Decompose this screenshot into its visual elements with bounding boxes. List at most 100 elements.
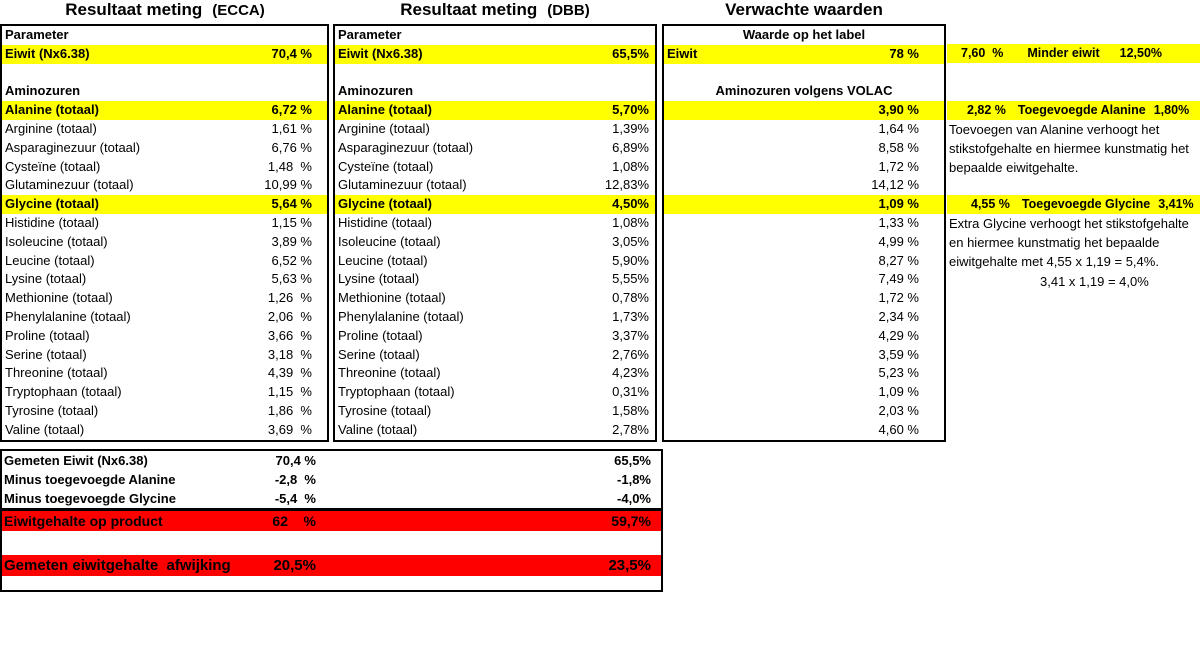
amino-acid-value: 1,08% [612, 158, 649, 174]
amino-acid-label: Proline (totaal) [5, 327, 90, 343]
eiwit-diff-pct: 12,50% [1119, 46, 1163, 60]
amino-acid-label: Phenylalanine (totaal) [338, 308, 464, 324]
amino-acid-value: 1,72 % [878, 158, 919, 174]
blank-row [2, 64, 327, 83]
amino-acid-label [667, 270, 879, 289]
amino-acid-row: Proline (totaal) 3,37% [335, 327, 655, 346]
ecca-table: Parameter Eiwit (Nx6.38) 70,4 % Aminozur… [0, 24, 329, 442]
amino-acid-value: 8,58 % [878, 139, 919, 155]
amino-acid-row: 1,72 % [664, 289, 944, 308]
amino-acid-value: 2,06 % [267, 308, 312, 324]
amino-acid-row: Arginine (totaal) 1,61 % [2, 120, 327, 139]
amino-acid-label [667, 383, 879, 402]
amino-acid-label: Tyrosine (totaal) [5, 402, 99, 418]
eiwit-value: 78 % [889, 45, 919, 61]
amino-acid-label [667, 214, 879, 233]
amino-acid-row: 4,99 % [664, 233, 944, 252]
glycine-note: Extra Glycine verhoogt het stikstofgehal… [949, 214, 1189, 271]
summary-ecca-value: -5,4 % [274, 491, 316, 506]
amino-acid-value: 1,26 % [267, 290, 312, 306]
amino-acid-value: 14,12 % [871, 177, 919, 193]
eiwit-label: Eiwit (Nx6.38) [338, 45, 423, 61]
product-protein-row: Eiwitgehalte op product 62 % 59,7% [2, 508, 661, 531]
amino-acid-label: Alanine (totaal) [5, 102, 99, 118]
amino-acid-value: 1,09 % [878, 384, 919, 400]
amino-acid-label: Serine (totaal) [5, 346, 87, 362]
alanine-diff-value: 2,82 % [967, 103, 1006, 117]
summary-dbb-value: 65,5% [614, 453, 651, 468]
amino-acid-row: Cysteïne (totaal) 1,08% [335, 158, 655, 177]
amino-acid-row: Glutaminezuur (totaal) 12,83% [335, 176, 655, 195]
amino-acid-value: 6,52 % [271, 252, 312, 268]
amino-acid-row: Methionine (totaal) 1,26 % [2, 289, 327, 308]
summary-row-label: Minus toegevoegde Glycine [4, 491, 176, 506]
amino-acid-row: 8,27 % [664, 252, 944, 271]
amino-acid-label [667, 421, 879, 440]
eiwit-label: Eiwit (Nx6.38) [5, 45, 90, 61]
amino-acid-value: 2,03 % [878, 402, 919, 418]
amino-acid-row: Asparaginezuur (totaal) 6,76 % [2, 139, 327, 158]
amino-acid-label: Leucine (totaal) [5, 252, 95, 268]
amino-acid-row: Lysine (totaal) 5,55% [335, 270, 655, 289]
dbb-table: Parameter Eiwit (Nx6.38) 65,5% Aminozure… [333, 24, 657, 442]
amino-acid-row: Histidine (totaal) 1,08% [335, 214, 655, 233]
amino-acid-row: 1,33 % [664, 214, 944, 233]
amino-acid-label: Threonine (totaal) [338, 365, 441, 381]
dbb-eiwit-row: Eiwit (Nx6.38) 65,5% [335, 44, 655, 64]
expected-eiwit-row: Eiwit 78 % [664, 44, 944, 64]
ecca-title-text: Resultaat meting [65, 0, 203, 19]
deviation-dbb: 23,5% [608, 557, 651, 574]
amino-acid-label: Serine (totaal) [338, 346, 420, 362]
amino-acid-row: 8,58 % [664, 139, 944, 158]
amino-acid-value: 3,69 % [267, 421, 312, 437]
expected-amino-header: Aminozuren volgens VOLAC [664, 82, 944, 101]
amino-acid-row: Isoleucine (totaal) 3,89 % [2, 233, 327, 252]
summary-row-label: Gemeten Eiwit (Nx6.38) [4, 453, 148, 468]
summary-dbb-value: -4,0% [617, 491, 651, 506]
amino-acid-label: Valine (totaal) [338, 421, 418, 437]
eiwit-diff-value: 7,60 % [961, 46, 1004, 60]
amino-acid-label [667, 176, 871, 195]
amino-acid-row: Asparaginezuur (totaal) 6,89% [335, 139, 655, 158]
ecca-parameter-header: Parameter [2, 26, 327, 45]
amino-acid-row: 2,34 % [664, 308, 944, 327]
ecca-amino-rows: Alanine (totaal) 6,72 % Arginine (totaal… [2, 101, 327, 439]
glycine-calc-line: 3,41 x 1,19 = 4,0% [1040, 274, 1149, 289]
ecca-table-title: Resultaat meting (ECCA) [0, 0, 330, 24]
dbb-amino-header: Aminozuren [335, 82, 655, 101]
amino-acid-label: Phenylalanine (totaal) [5, 308, 131, 324]
amino-acid-value: 1,73% [612, 308, 649, 324]
dbb-parameter-header: Parameter [335, 26, 655, 45]
eiwit-value: 70,4 % [271, 45, 312, 61]
deviation-ecca: 20,5% [273, 557, 316, 574]
amino-acid-row: Proline (totaal) 3,66 % [2, 327, 327, 346]
amino-header-label: Aminozuren [338, 83, 414, 99]
amino-acid-value: 1,72 % [878, 290, 919, 306]
amino-acid-label: Glutaminezuur (totaal) [338, 177, 467, 193]
summary-row: Minus toegevoegde Alanine -2,8 % -1,8% [2, 470, 661, 489]
annotation-eiwit-band: 7,60 % Minder eiwit 12,50% [947, 44, 1200, 63]
amino-acid-label [667, 139, 879, 158]
amino-acid-value: 8,27 % [878, 252, 919, 268]
amino-acid-row: Glycine (totaal) 5,64 % [2, 195, 327, 214]
amino-acid-value: 4,60 % [878, 421, 919, 437]
amino-acid-label: Asparaginezuur (totaal) [338, 139, 474, 155]
amino-acid-label [667, 308, 879, 327]
amino-acid-value: 1,33 % [878, 214, 919, 230]
amino-acid-label: Cysteïne (totaal) [338, 158, 434, 174]
amino-acid-row: Valine (totaal) 2,78% [335, 421, 655, 440]
alanine-diff-pct: 1,80% [1153, 103, 1190, 117]
amino-acid-row: 1,09 % [664, 195, 944, 214]
amino-acid-row: Valine (totaal) 3,69 % [2, 421, 327, 440]
amino-acid-value: 2,76% [612, 346, 649, 362]
amino-acid-label [667, 327, 879, 346]
summary-ecca-value: -2,8 % [274, 472, 316, 487]
amino-acid-label [667, 289, 879, 308]
blank-row [664, 64, 944, 83]
amino-acid-value: 1,86 % [267, 402, 312, 418]
amino-acid-row: 14,12 % [664, 176, 944, 195]
label-header-text: Waarde op het label [742, 27, 866, 42]
amino-acid-row: 1,64 % [664, 120, 944, 139]
amino-acid-value: 1,58% [612, 402, 649, 418]
